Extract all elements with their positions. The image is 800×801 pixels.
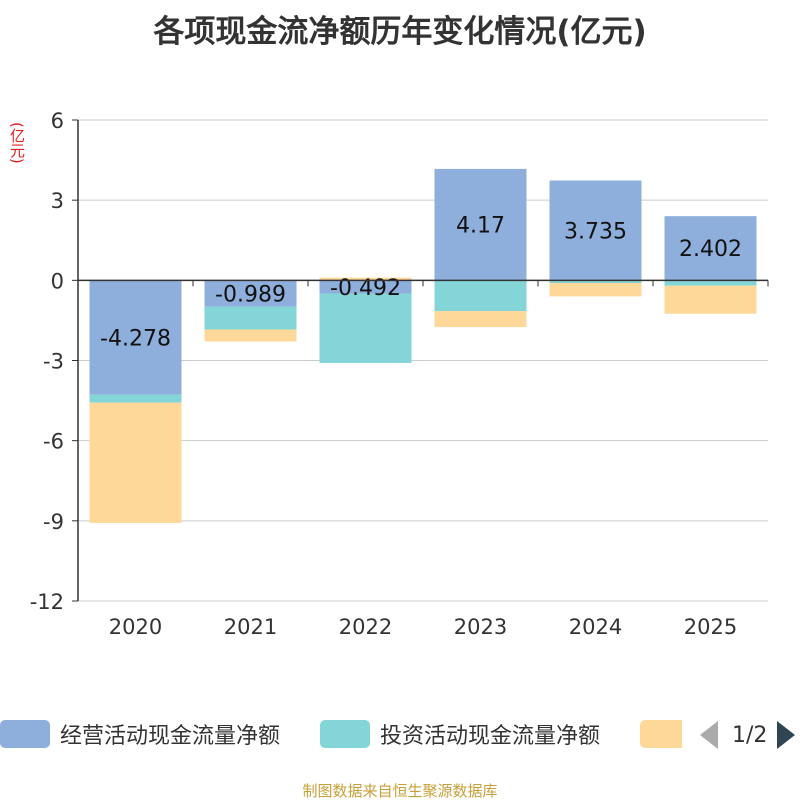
legend: 经营活动现金流量净额 投资活动现金流量净额 1/2 [0,716,800,752]
y-tick-label: -6 [43,430,64,454]
x-tick-label: 2025 [684,615,737,639]
bar-investing-2022 [319,293,412,363]
bar-operating-2023 [434,168,527,281]
x-tick-label: 2024 [569,615,622,639]
y-tick-label: 3 [51,189,64,213]
bar-investing-2023 [434,280,527,312]
legend-item-financing[interactable] [640,716,682,752]
data-label-2023: 4.17 [456,214,505,239]
legend-pager: 1/2 [700,718,796,752]
legend-prev-icon[interactable] [700,721,718,749]
bar-financing-2021 [204,329,297,342]
chart-title: 各项现金流净额历年变化情况(亿元) [153,14,647,50]
bar-operating-2021 [204,280,297,307]
bar-investing-2025 [664,280,757,286]
data-label-2021: -0.989 [215,283,286,308]
y-tick-label: -12 [30,590,64,614]
data-label-2024: 3.735 [564,219,627,244]
y-tick-label: -9 [43,510,64,534]
legend-label-operating: 经营活动现金流量净额 [60,724,281,749]
bar-operating-2024 [549,180,642,281]
y-axis-unit: (亿元) [8,122,26,164]
bar-operating-2022 [319,280,412,294]
legend-label-investing: 投资活动现金流量净额 [380,724,601,749]
x-tick-label: 2021 [224,615,277,639]
bar-financing-2020 [89,402,182,523]
bar-financing-2023 [434,311,527,328]
bar-investing-2020 [89,394,182,403]
data-label-2025: 2.402 [679,237,742,262]
y-tick-label: -3 [43,350,64,374]
legend-swatch-operating [0,720,50,748]
legend-item-investing[interactable]: 投资活动现金流量净额 [320,716,600,752]
x-tick-label: 2020 [109,615,162,639]
bar-financing-2024 [549,283,642,297]
legend-item-operating[interactable]: 经营活动现金流量净额 [0,716,280,752]
x-tick-label: 2023 [454,615,507,639]
legend-swatch-investing [320,720,370,748]
x-tick-label: 2022 [339,615,392,639]
y-tick-label: 6 [51,109,64,133]
bar-financing-2022 [319,277,412,281]
bar-investing-2021 [204,306,297,330]
bar-operating-2020 [89,280,182,395]
legend-page-indicator: 1/2 [732,722,768,748]
bar-investing-2024 [549,280,642,284]
data-label-2020: -4.278 [100,326,171,351]
y-tick-label: 0 [51,269,64,293]
data-source-note: 制图数据来自恒生聚源数据库 [302,782,498,800]
bar-operating-2025 [664,216,757,281]
legend-swatch-financing [640,720,682,748]
bar-financing-2025 [664,285,757,314]
legend-next-icon[interactable] [777,721,796,749]
